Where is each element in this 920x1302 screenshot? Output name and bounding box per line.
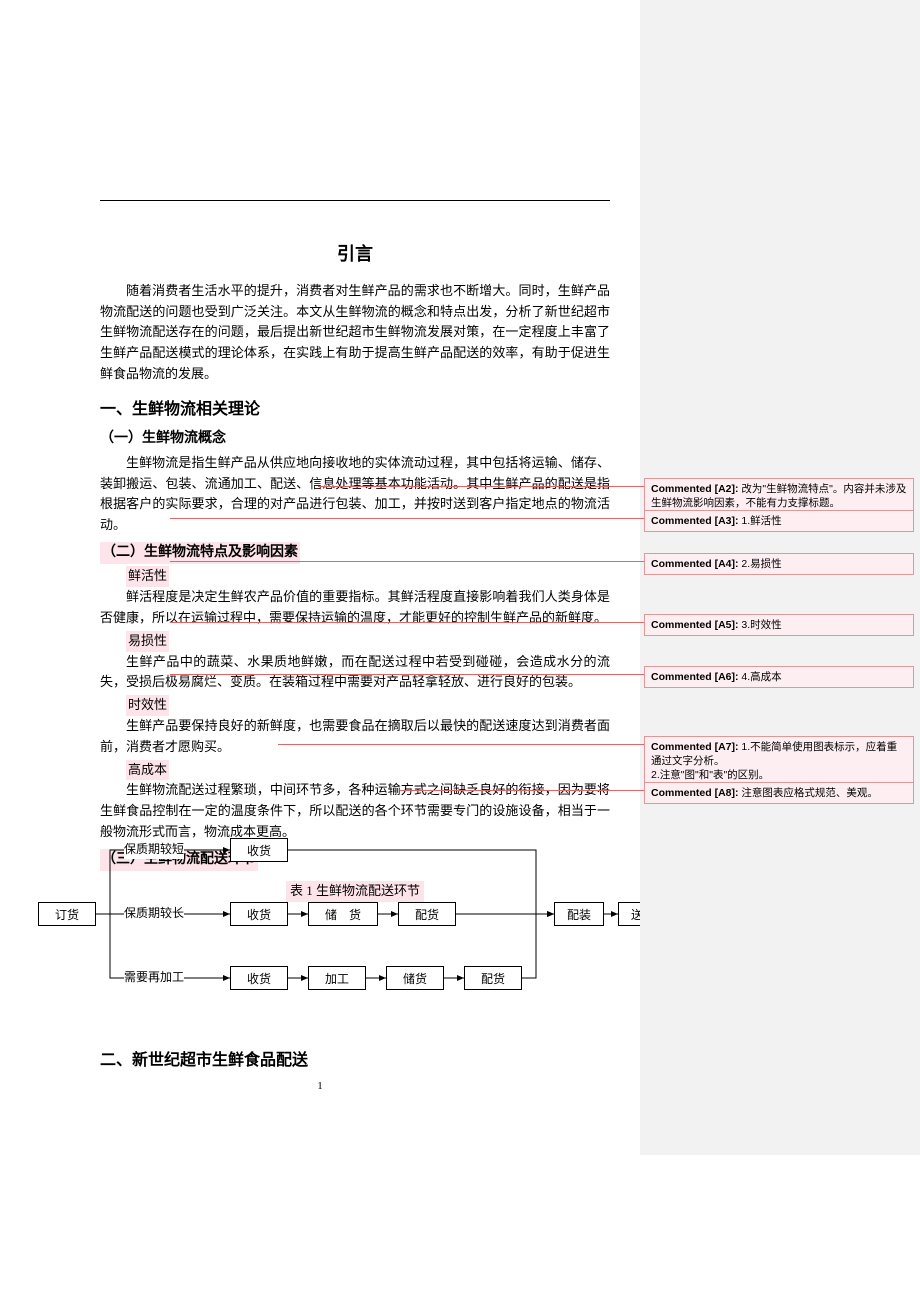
comment-connector-A2 [318,486,644,487]
comment-label: Commented [A3]: [651,515,741,527]
flow-node-pack: 配装 [554,902,604,926]
flow-label-long: 保质期较长 [124,904,184,923]
comment-A3[interactable]: Commented [A3]: 1.鲜活性 [644,510,914,532]
subheading-freshness: 鲜活性 [126,566,169,587]
page-number: 1 [0,1078,640,1096]
comment-A2[interactable]: Commented [A2]: 改为"生鲜物流特点"。内容并未涉及生鲜物流影响因… [644,478,914,514]
flow-node-store3: 储货 [386,966,444,990]
comment-connector-A3 [170,518,644,519]
flow-node-recv1: 收货 [230,838,288,862]
comment-A8[interactable]: Commented [A8]: 注意图表应格式规范、美观。 [644,782,914,804]
comment-text: 4.高成本 [741,671,781,683]
comment-label: Commented [A4]: [651,558,741,570]
paragraph-fragile: 生鲜产品中的蔬菜、水果质地鲜嫩，而在配送过程中若受到碰碰，会造成水分的流失，受损… [100,652,610,694]
flow-node-proc3: 加工 [308,966,366,990]
comment-A4[interactable]: Commented [A4]: 2.易损性 [644,553,914,575]
flow-label-reproc: 需要再加工 [124,968,184,987]
subheading-fragile: 易损性 [126,631,169,652]
comment-label: Commented [A7]: [651,741,741,753]
flow-label-short: 保质期较短 [124,840,184,859]
subheading-cost: 高成本 [126,760,169,781]
paragraph-time: 生鲜产品要保持良好的新鲜度，也需要食品在摘取后以最快的配送速度达到消费者面前，消… [100,716,610,758]
comment-label: Commented [A5]: [651,619,741,631]
heading-1-section2: 二、新世纪超市生鲜食品配送 [100,1048,308,1074]
document-body: 引言 随着消费者生活水平的提升，消费者对生鲜产品的需求也不断增大。同时，生鲜产品… [100,200,610,910]
comment-text: 1.鲜活性 [741,515,781,527]
intro-title: 引言 [100,240,610,269]
flow-node-order: 订货 [38,902,96,926]
comment-connector-A4 [170,561,644,562]
comment-label: Commented [A6]: [651,671,741,683]
flow-node-dist2: 配货 [398,902,456,926]
comments-margin [640,0,920,1155]
comment-text: 2.易损性 [741,558,781,570]
subheading-time: 时效性 [126,695,169,716]
flow-node-recv3: 收货 [230,966,288,990]
intro-paragraph: 随着消费者生活水平的提升，消费者对生鲜产品的需求也不断增大。同时，生鲜产品物流配… [100,281,610,385]
heading-1: 一、生鲜物流相关理论 [100,397,610,423]
flow-node-recv2: 收货 [230,902,288,926]
comment-connector-A7 [278,744,644,745]
comment-A6[interactable]: Commented [A6]: 4.高成本 [644,666,914,688]
comment-label: Commented [A2]: [651,483,741,495]
comment-A5[interactable]: Commented [A5]: 3.时效性 [644,614,914,636]
comment-label: Commented [A8]: [651,787,741,799]
comment-text: 注意图表应格式规范、美观。 [741,787,878,799]
flow-node-dist3: 配货 [464,966,522,990]
comment-connector-A8 [400,790,644,791]
comment-A7[interactable]: Commented [A7]: 1.不能简单使用图表标示，应着重通过文字分析。 … [644,736,914,787]
paragraph-concept: 生鲜物流是指生鲜产品从供应地向接收地的实体流动过程，其中包括将运输、储存、装卸搬… [100,453,610,536]
comment-text: 3.时效性 [741,619,781,631]
heading-2-concept: （一）生鲜物流概念 [100,428,610,450]
flowchart: 订货收货收货储 货配货配装送货收货加工储货配货保质期较短保质期较长需要再加工 [30,820,640,1020]
comment-connector-A6 [170,674,644,675]
flow-node-store2: 储 货 [308,902,378,926]
document-page: 引言 随着消费者生活水平的提升，消费者对生鲜产品的需求也不断增大。同时，生鲜产品… [0,0,640,1302]
comment-connector-A5 [170,622,644,623]
